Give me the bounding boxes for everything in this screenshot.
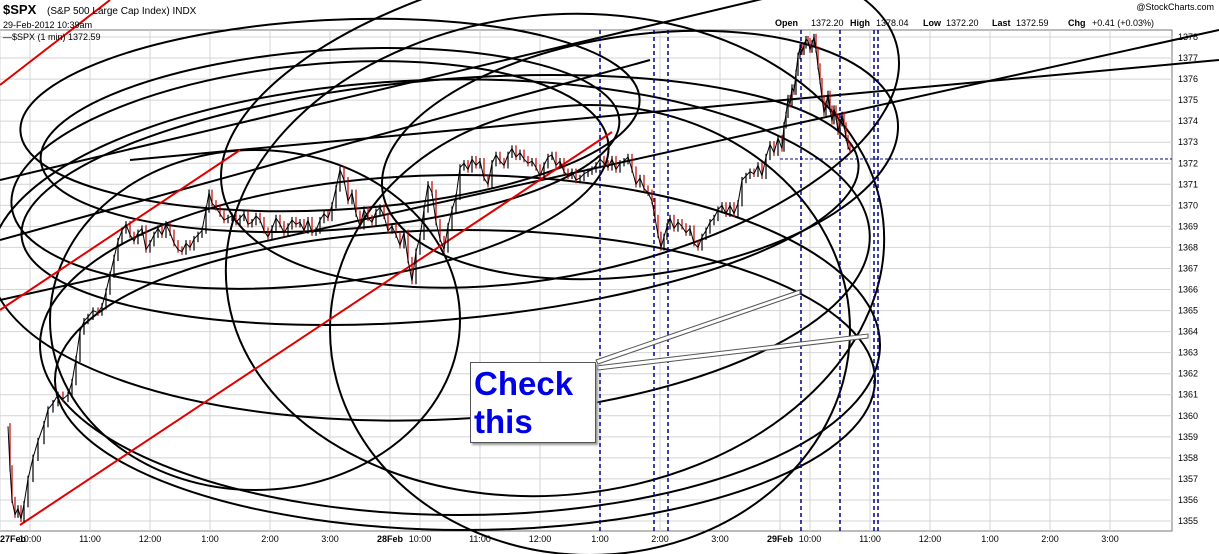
x-tick-label: 2:00: [1041, 534, 1059, 544]
drawn-ellipse: [0, 78, 871, 422]
trendline-red: [0, 149, 241, 311]
y-tick-label: 1362: [1178, 369, 1198, 379]
y-tick-label: 1363: [1178, 348, 1198, 358]
drawn-ellipse: [329, 104, 851, 554]
chart-date: 29-Feb-2012 10:39am: [3, 20, 92, 30]
plot-border: [0, 29, 1173, 532]
y-tick-label: 1376: [1178, 74, 1198, 84]
last-label: Last: [992, 18, 1011, 28]
y-axis: 1355 1356 1357 1358 1359 1360 1361 1362 1363 1364…: [1178, 32, 1198, 526]
drawn-ellipse: [19, 17, 641, 213]
x-tick-label: 1:00: [201, 534, 219, 544]
y-tick-label: 1369: [1178, 221, 1198, 231]
x-tick-label: 1:00: [981, 534, 999, 544]
callout-line-2: this: [474, 403, 533, 440]
y-tick-label: 1367: [1178, 263, 1198, 273]
drawn-ellipse: [49, 149, 461, 491]
x-tick-label: 1:00: [591, 534, 609, 544]
drawn-ellipse: [380, 29, 900, 281]
x-tick-label: 2:00: [261, 534, 279, 544]
chart-description: (S&P 500 Large Cap Index) INDX: [47, 6, 197, 17]
x-tick-label: 10:00: [799, 534, 822, 544]
x-tick-label: 2:00: [651, 534, 669, 544]
trendline-black: [0, 0, 763, 181]
y-tick-label: 1365: [1178, 306, 1198, 316]
last-value: 1372.59: [1016, 18, 1049, 28]
x-tick-label: 11:00: [859, 534, 881, 544]
high-value: 1378.04: [876, 18, 909, 28]
check-this-callout: Check this: [470, 362, 596, 443]
x-tick-label: 10:00: [19, 534, 42, 544]
callout-pointers: [595, 289, 869, 371]
y-tick-label: 1366: [1178, 285, 1198, 295]
vertical-dashed-markers: [599, 30, 1172, 531]
x-tick-label: 10:00: [409, 534, 432, 544]
y-tick-label: 1368: [1178, 242, 1198, 252]
series-legend: —$SPX (1 min) 1372.59: [3, 32, 101, 42]
y-tick-label: 1370: [1178, 200, 1198, 210]
watermark: @StockCharts.com: [1136, 2, 1214, 12]
drawn-ellipse: [20, 73, 860, 327]
drawn-ellipse: [220, 0, 900, 289]
high-label: High: [850, 18, 870, 28]
trendline-red: [0, 0, 111, 86]
x-tick-label: 3:00: [321, 534, 339, 544]
y-tick-label: 1355: [1178, 516, 1198, 526]
x-tick-label: 3:00: [1101, 534, 1119, 544]
y-tick-label: 1377: [1178, 53, 1198, 63]
callout-line-1: Check: [474, 365, 574, 402]
drawn-ellipse: [54, 229, 876, 531]
x-tick-label: 11:00: [469, 534, 491, 544]
price-series: [7, 33, 851, 523]
y-tick-label: 1374: [1178, 116, 1198, 126]
x-tick-label: 27Feb: [0, 534, 27, 544]
x-tick-label: 12:00: [919, 534, 942, 544]
x-tick-label: 29Feb: [767, 534, 794, 544]
drawn-ellipse: [224, 12, 886, 498]
y-tick-label: 1358: [1178, 453, 1198, 463]
x-tick-label: 3:00: [711, 534, 729, 544]
low-value: 1372.20: [946, 18, 979, 28]
chart-grid: [0, 29, 1173, 532]
callout-pointer-lower: [595, 333, 869, 371]
y-tick-label: 1359: [1178, 432, 1198, 442]
drawn-ellipse: [39, 46, 621, 234]
y-tick-label: 1371: [1178, 179, 1198, 189]
trendline-black: [0, 59, 651, 241]
x-tick-label: 28Feb: [377, 534, 404, 544]
chart-symbol: $SPX: [3, 2, 37, 17]
trendline-black: [129, 59, 1219, 161]
price-line: [7, 36, 851, 520]
y-tick-label: 1361: [1178, 390, 1198, 400]
chg-label: Chg: [1068, 18, 1086, 28]
y-tick-label: 1364: [1178, 327, 1198, 337]
low-label: Low: [923, 18, 942, 28]
x-tick-label: 12:00: [139, 534, 162, 544]
ohlc-stats: Open 1372.20 High 1378.04 Low 1372.20 La…: [775, 18, 1154, 28]
chg-value: +0.41 (+0.03%): [1092, 18, 1154, 28]
open-value: 1372.20: [811, 18, 844, 28]
y-tick-label: 1357: [1178, 474, 1198, 484]
open-label: Open: [775, 18, 798, 28]
y-tick-label: 1360: [1178, 411, 1198, 421]
trendline-red: [19, 131, 613, 526]
y-tick-label: 1356: [1178, 495, 1198, 505]
y-tick-label: 1372: [1178, 158, 1198, 168]
y-tick-label: 1375: [1178, 95, 1198, 105]
callout-pointer-upper: [595, 289, 801, 365]
drawn-ellipse: [10, 60, 610, 290]
y-tick-label: 1378: [1178, 32, 1198, 42]
x-tick-label: 12:00: [529, 534, 552, 544]
x-tick-label: 11:00: [79, 534, 101, 544]
y-tick-label: 1373: [1178, 137, 1198, 147]
